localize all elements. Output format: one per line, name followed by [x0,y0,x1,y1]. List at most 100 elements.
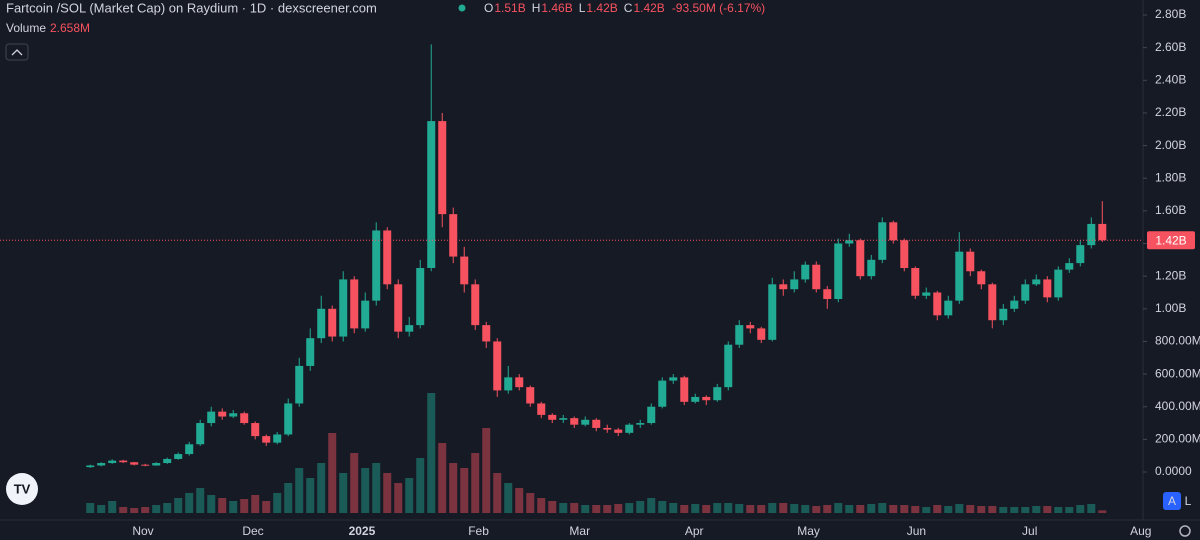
candle-body [834,243,843,300]
volume-bar [130,508,139,513]
y-tick-label: 400.00M [1155,399,1200,413]
candle-body [482,325,491,342]
volume-bar [284,483,293,513]
candle-body [1076,245,1085,264]
candle-body [97,463,106,466]
candle-body [218,411,227,417]
volume-bar [152,505,161,513]
volume-bar [999,507,1008,513]
volume-bar [405,478,414,513]
volume-bar [1098,510,1107,513]
ohlc-value: 1.51B [494,1,525,15]
candle-body [559,418,568,420]
candle-body [163,458,172,464]
tv-logo[interactable] [6,473,38,505]
candle-body [900,240,909,268]
candle-body [845,240,854,244]
candle-body [812,264,821,290]
volume-bar [1010,507,1019,513]
x-tick-label: Mar [569,524,590,538]
volume-bar [559,503,568,513]
volume-bar [911,506,920,513]
volume-bar [614,504,623,513]
candle-body [273,434,282,443]
candle-body [328,308,337,337]
volume-bar [438,443,447,513]
candle-body [306,338,315,366]
ohlc-value: 1.42B [586,1,617,15]
candle-body [174,454,183,459]
volume-bar [944,506,953,513]
candle-body [1054,269,1063,298]
candle-body [1043,279,1052,298]
volume-bar [306,478,315,513]
candle-body [966,251,975,272]
candle-body [372,230,381,301]
candle-body [471,284,480,326]
volume-bar [955,504,964,513]
candle-body [339,279,348,337]
candle-body [570,418,579,425]
volume-bar [262,501,271,513]
candle-body [944,300,953,316]
volume-label: Volume [6,21,46,35]
settings-icon[interactable] [1179,525,1191,537]
volume-bar [196,488,205,513]
volume-bar [1065,507,1074,513]
volume-bar [856,505,865,513]
candle-body [779,284,788,290]
candle-body [1087,223,1096,246]
volume-bar [383,473,392,513]
x-tick-label: 2025 [349,524,376,538]
volume-bar [823,505,832,513]
candle-body [185,444,194,455]
collapse-button[interactable] [5,43,29,61]
volume-bar [1021,507,1030,513]
candle-body [625,424,634,433]
status-dot [458,4,466,12]
volume-value: 2.658M [50,21,90,35]
log-scale-label[interactable]: L [1185,494,1192,508]
volume-bar [97,505,106,513]
y-tick-label: 2.80B [1155,7,1186,21]
candle-body [493,341,502,391]
candle-body [130,462,139,465]
tv-logo-text: TV [14,481,31,496]
volume-bar [526,493,535,513]
candle-body [658,380,667,407]
candle-body [581,419,590,425]
volume-bar [460,468,469,513]
auto-scale-button[interactable] [1163,492,1181,510]
volume-bar [240,499,249,513]
candle-body [251,423,260,437]
x-tick-label: Apr [685,524,704,538]
candle-body [537,403,546,415]
volume-bar [1032,506,1041,513]
volume-bar [988,506,997,513]
candle-body [603,427,612,430]
candle-body [933,292,942,316]
last-price-badge [1147,231,1195,250]
candle-body [999,308,1008,321]
volume-bar [1076,505,1085,513]
candle-body [867,259,876,277]
candle-body [691,396,700,402]
volume-bar [163,503,172,513]
candle-body [889,222,898,241]
candle-body [548,414,557,420]
candle-body [526,387,535,404]
volume-bar [251,495,260,513]
volume-bar [295,468,304,513]
ohlc-key: O [484,1,493,15]
volume-bar [922,507,931,513]
volume-bar [416,458,425,513]
candle-body [460,256,469,285]
candle-body [416,267,425,326]
volume-bar [361,468,370,513]
volume-bar [801,505,810,513]
candle-body [669,377,678,381]
volume-bar [790,504,799,513]
candle-body [702,396,711,401]
volume-bar [636,501,645,513]
